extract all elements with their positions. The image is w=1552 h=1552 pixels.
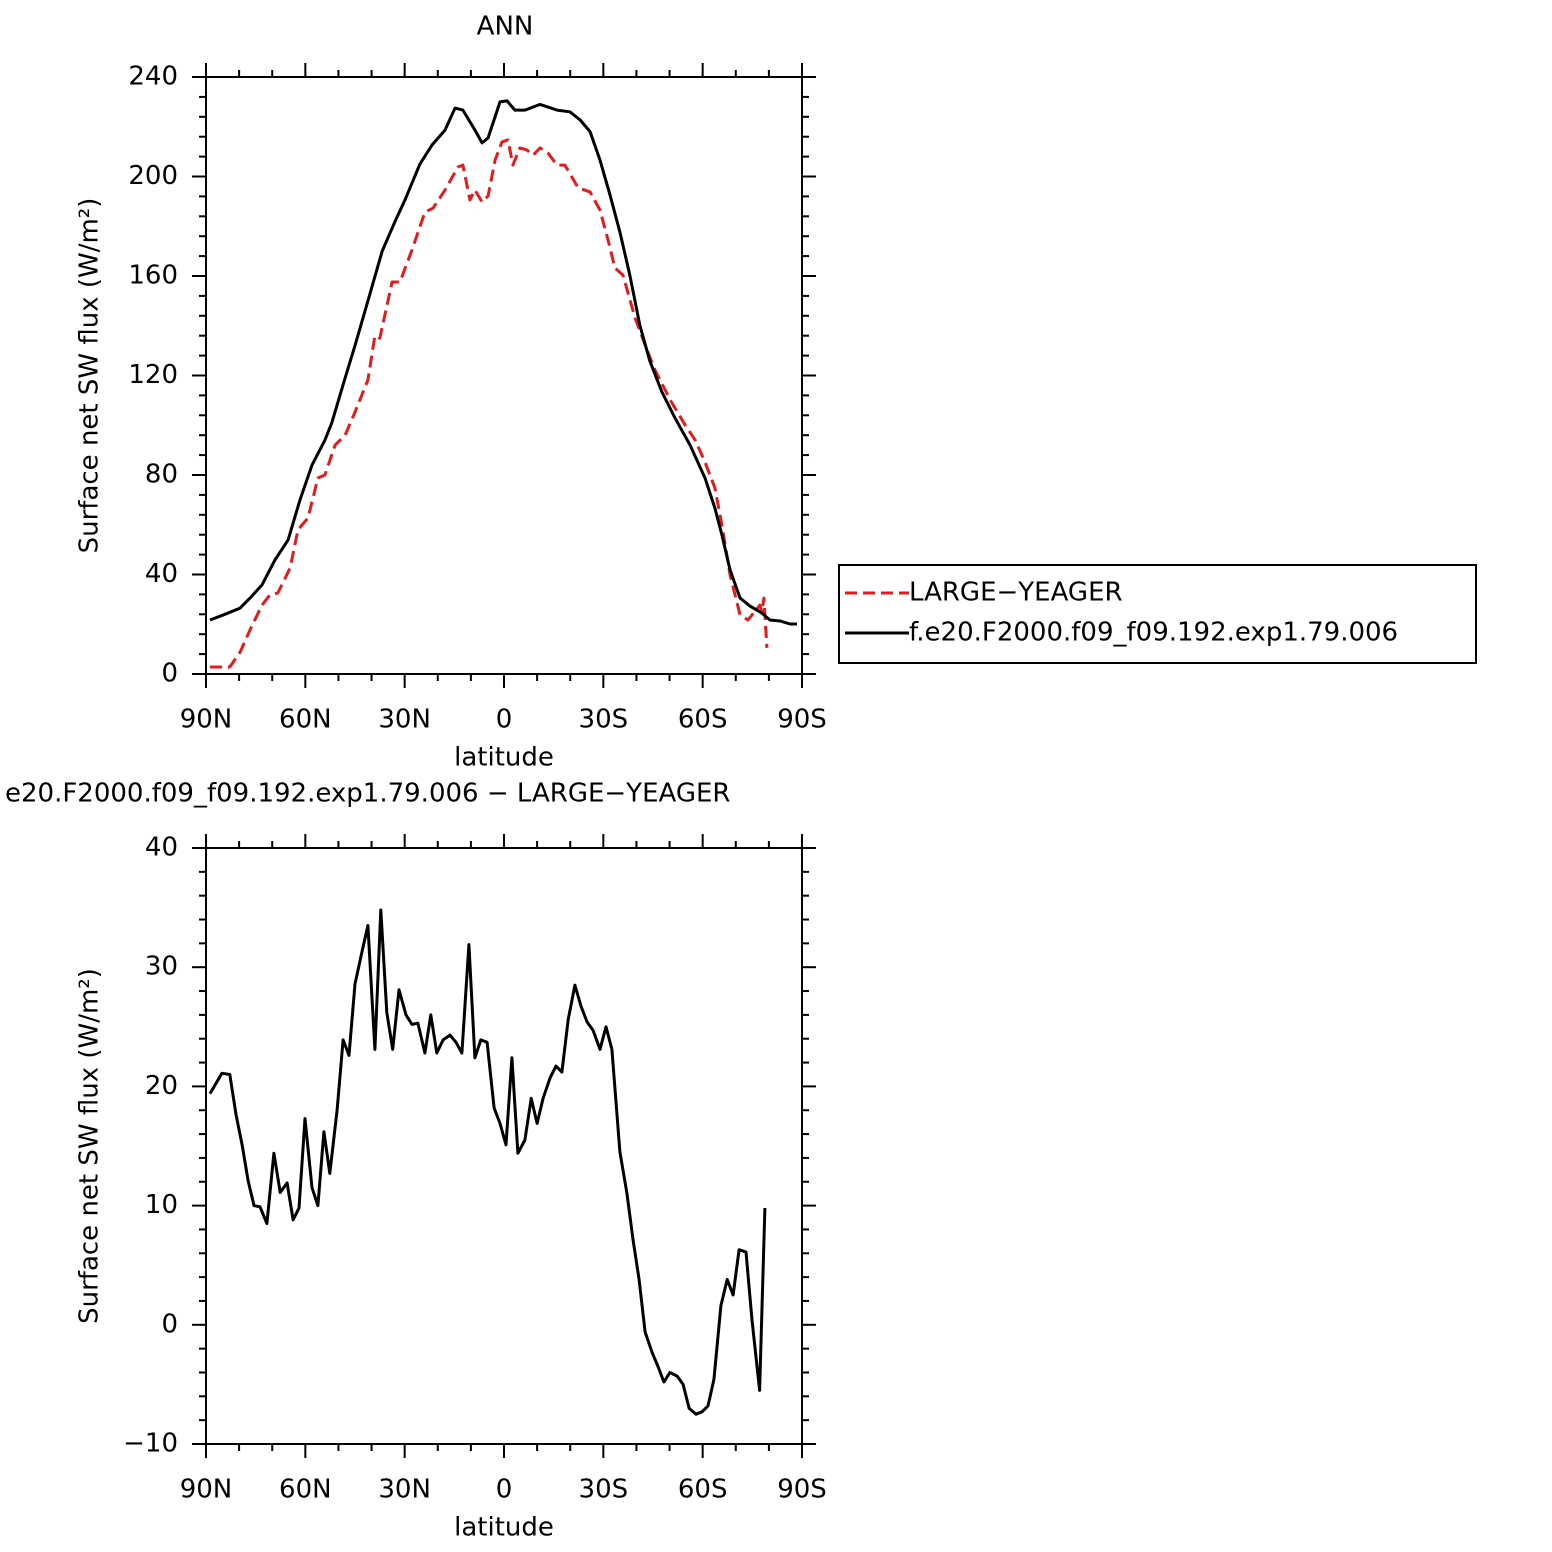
y-tick-label: 30 [145, 952, 178, 982]
y-tick-label: 10 [145, 1190, 178, 1220]
plot-frame [205, 847, 803, 1445]
x-tick-label: 90N [180, 705, 233, 735]
y-tick-label: 0 [161, 1309, 178, 1339]
data-line [210, 138, 769, 669]
y-tick-label: −10 [123, 1429, 178, 1459]
plot-frame [205, 76, 803, 675]
x-tick-label: 60S [678, 705, 728, 735]
y-tick-label: 200 [128, 161, 178, 191]
chart-title: ANN [477, 12, 534, 42]
x-tick-label: 30N [378, 1475, 431, 1505]
y-tick-label: 160 [128, 261, 178, 291]
legend-label: f.e20.F2000.f09_f09.192.exp1.79.006 [909, 618, 1398, 648]
x-tick-label: 60N [279, 705, 332, 735]
y-axis-label: Surface net SW flux (W/m²) [75, 968, 105, 1324]
y-tick-label: 40 [145, 833, 178, 863]
x-tick-label: 0 [496, 1475, 513, 1505]
x-axis-label: latitude [454, 743, 554, 773]
x-tick-label: 30S [579, 1475, 629, 1505]
chart-title: e20.F2000.f09_f09.192.exp1.79.006 − LARG… [5, 779, 730, 809]
data-line [208, 908, 767, 1416]
x-tick-label: 90S [777, 705, 827, 735]
x-tick-label: 90N [180, 1475, 233, 1505]
y-axis-label: Surface net SW flux (W/m²) [75, 198, 105, 554]
legend-box [838, 564, 1477, 664]
legend-label: LARGE−YEAGER [909, 578, 1123, 608]
x-axis-label: latitude [454, 1513, 554, 1543]
x-tick-label: 30N [378, 705, 431, 735]
y-tick-label: 20 [145, 1071, 178, 1101]
x-tick-label: 60S [678, 1475, 728, 1505]
x-tick-label: 90S [777, 1475, 827, 1505]
y-tick-label: 40 [145, 559, 178, 589]
data-line [209, 99, 797, 626]
x-tick-label: 0 [496, 705, 513, 735]
y-tick-label: 240 [128, 62, 178, 92]
y-tick-label: 80 [145, 460, 178, 490]
y-tick-label: 120 [128, 360, 178, 390]
y-tick-label: 0 [161, 659, 178, 689]
x-tick-label: 30S [579, 705, 629, 735]
x-tick-label: 60N [279, 1475, 332, 1505]
